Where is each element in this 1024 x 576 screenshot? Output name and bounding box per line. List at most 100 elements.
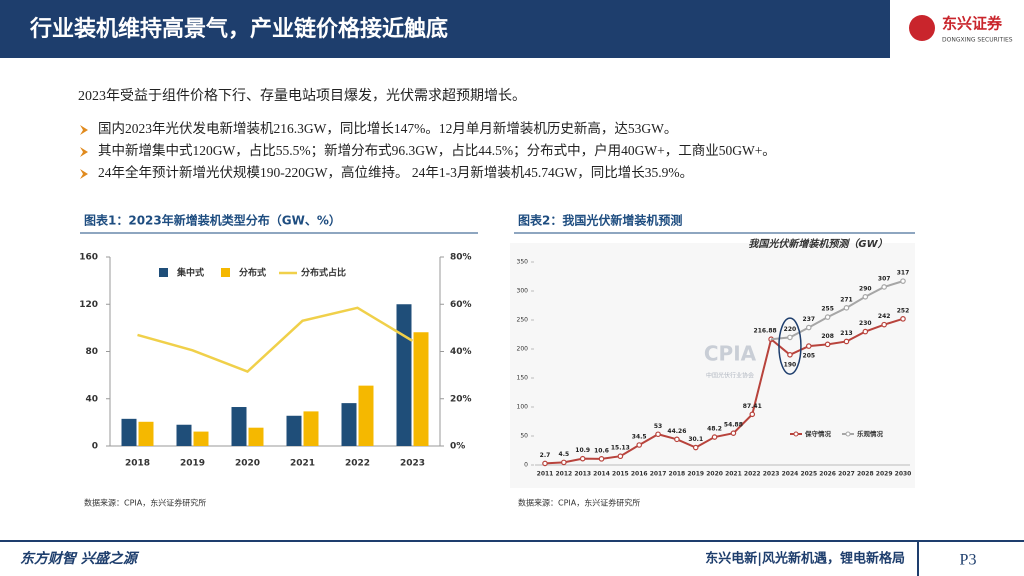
x-tick-label: 2011 — [537, 471, 554, 478]
point — [862, 328, 869, 335]
bar — [138, 421, 154, 446]
bar — [286, 415, 302, 446]
y-tick-label: 150 — [517, 375, 529, 382]
y-tick-label: 120 — [79, 300, 98, 310]
y-tick-label: 350 — [517, 259, 529, 266]
point — [561, 459, 567, 466]
x-tick-label: 2015 — [612, 471, 629, 478]
page-number: P3 — [960, 552, 977, 569]
x-tick-label: 2018 — [669, 471, 686, 478]
x-tick-label: 2013 — [574, 471, 591, 478]
bar — [396, 304, 412, 446]
y2-tick-label: 0% — [450, 442, 465, 452]
point — [862, 293, 869, 300]
x-tick-label: 2022 — [744, 471, 761, 478]
bullet: 国内2023年光伏发电新增装机216.3GW，同比增长147%。12月单月新增装… — [98, 120, 677, 136]
bullets: 国内2023年光伏发电新增装机216.3GW，同比增长147%。12月单月新增装… — [80, 120, 776, 180]
x-tick-label: 2019 — [180, 459, 205, 469]
point — [655, 431, 661, 438]
point — [787, 334, 793, 341]
bullet-icon — [80, 147, 88, 157]
point — [617, 453, 624, 460]
data-label: 271 — [840, 296, 853, 303]
point — [900, 278, 906, 284]
y-tick-label: 0 — [92, 442, 98, 452]
x-tick-label: 2022 — [345, 459, 370, 469]
x-tick-label: 2024 — [782, 471, 799, 478]
y-tick-label: 50 — [520, 433, 528, 440]
point — [881, 321, 887, 328]
x-tick-label: 2027 — [838, 471, 855, 478]
x-tick-label: 2023 — [763, 471, 780, 478]
legend-label: 保守情况 — [804, 429, 832, 438]
point — [824, 341, 831, 348]
data-label: 317 — [897, 270, 910, 277]
x-tick-label: 2021 — [725, 471, 742, 478]
legend-swatch — [845, 431, 851, 437]
point — [881, 284, 887, 290]
point — [692, 444, 699, 451]
data-label: 53 — [654, 423, 662, 430]
point — [900, 316, 906, 322]
bar — [303, 411, 319, 446]
x-tick-label: 2012 — [555, 471, 572, 478]
footer-slogan: 东方财智 兴盛之源 — [20, 550, 140, 567]
logo: 东兴证券 — [942, 15, 1003, 33]
intro: 2023年受益于组件价格下行、存量电站项目爆发，光伏需求超预期增长。 — [78, 88, 526, 104]
legend-label: 分布式 — [239, 267, 266, 279]
x-tick-label: 2020 — [706, 471, 723, 478]
data-label: 54.88 — [724, 422, 743, 429]
source: 数据来源：CPIA，东兴证券研究所 — [518, 498, 640, 508]
y2-tick-label: 80% — [450, 253, 472, 263]
data-label: 48.2 — [707, 426, 722, 433]
bullet-icon — [80, 125, 88, 135]
x-tick-label: 2014 — [593, 471, 610, 478]
point — [843, 305, 850, 311]
data-label: 34.5 — [632, 433, 647, 440]
point — [636, 442, 643, 448]
x-tick-label: 2026 — [819, 471, 836, 478]
data-label: 220 — [784, 326, 797, 333]
logo-icon — [909, 15, 935, 41]
y2-tick-label: 40% — [450, 347, 472, 357]
data-label: 213 — [840, 330, 853, 337]
data-label: 230 — [859, 320, 872, 327]
data-label: 290 — [859, 285, 872, 292]
point — [730, 430, 737, 436]
header-title: 行业装机维持高景气，产业链价格接近触底 — [29, 16, 448, 42]
data-label: 15.13 — [611, 445, 630, 452]
watermark: 中国光伏行业协会 — [706, 372, 754, 380]
chart2-bg — [510, 243, 915, 488]
point — [711, 434, 718, 440]
bar — [193, 431, 209, 446]
line — [137, 306, 414, 374]
y-tick-label: 80 — [85, 347, 98, 357]
x-tick-label: 2025 — [800, 471, 817, 478]
legend-label: 乐观情况 — [857, 429, 884, 438]
bar — [358, 385, 374, 446]
logo-sub: DONGXING SECURITIES — [942, 37, 1013, 44]
point — [824, 314, 831, 320]
bullet-icon — [80, 169, 88, 179]
highlight — [778, 317, 802, 375]
data-label: 10.6 — [594, 447, 609, 454]
legend-swatch — [221, 268, 230, 277]
source: 数据来源：CPIA，东兴证券研究所 — [84, 498, 206, 508]
bar — [413, 332, 429, 446]
point — [542, 460, 548, 467]
x-tick-label: 2029 — [876, 471, 893, 478]
bar — [248, 427, 264, 446]
point — [843, 338, 850, 345]
x-tick-label: 2023 — [400, 459, 425, 469]
y-tick-label: 300 — [517, 288, 529, 295]
line — [770, 317, 904, 356]
data-label: 237 — [803, 316, 816, 323]
legend-swatch — [159, 268, 168, 277]
data-label: 190 — [784, 361, 797, 368]
header-bar — [0, 0, 890, 58]
y-tick-label: 200 — [517, 346, 529, 353]
bar — [176, 424, 192, 446]
point — [674, 436, 680, 443]
y2-tick-label: 60% — [450, 300, 472, 310]
bullet: 其中新增集中式120GW，占比55.5%；新增分布式96.3GW，占比44.5%… — [98, 142, 776, 159]
